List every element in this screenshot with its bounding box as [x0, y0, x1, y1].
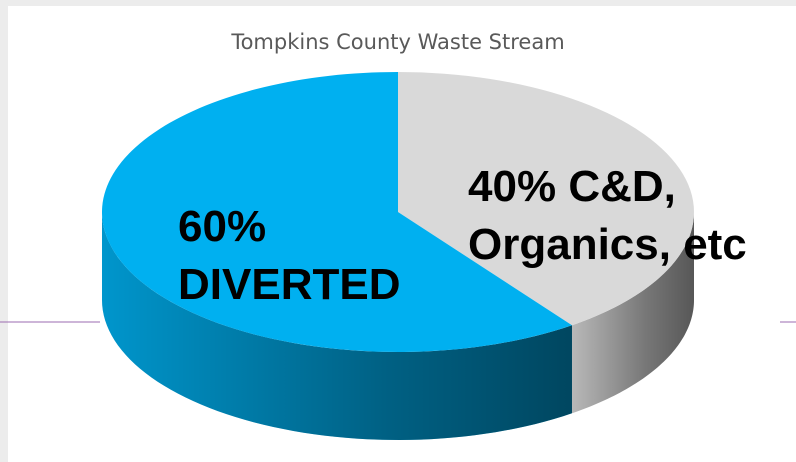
- category-label: DIVERTED: [178, 260, 401, 309]
- slice-side-shade: [102, 212, 572, 440]
- slice-label: 40% C&D, Organics, etc: [468, 158, 796, 274]
- value-label: 60%: [178, 202, 267, 251]
- slice-label: 60% DIVERTED: [178, 198, 458, 314]
- slide-border: [0, 0, 8, 462]
- slice: [398, 72, 694, 326]
- value-label: 40%: [468, 162, 557, 211]
- slide-border: [0, 0, 796, 6]
- pie: [101, 72, 694, 440]
- chart-title: Tompkins County Waste Stream: [231, 30, 565, 54]
- slice-side-shade: [571, 212, 694, 414]
- category-label: C&D, Organics, etc: [468, 162, 747, 269]
- slice: [101, 72, 572, 353]
